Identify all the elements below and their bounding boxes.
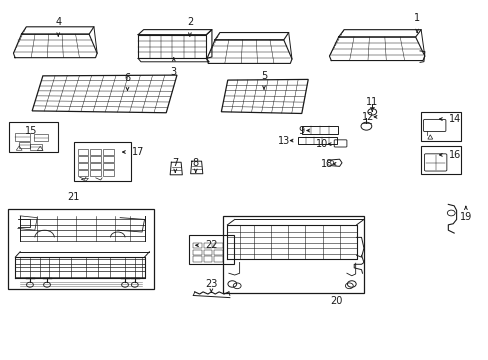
Bar: [420, 146, 460, 174]
Text: 22: 22: [204, 240, 217, 250]
Text: 18: 18: [321, 159, 333, 169]
Bar: [9, 122, 58, 152]
Bar: [30, 144, 42, 149]
Bar: [78, 149, 88, 155]
Bar: [90, 149, 101, 155]
Bar: [103, 163, 114, 169]
Text: 6: 6: [124, 73, 130, 83]
Bar: [90, 163, 101, 169]
Text: 13: 13: [278, 136, 290, 145]
Text: 14: 14: [448, 114, 460, 124]
Bar: [19, 142, 30, 148]
Text: 7: 7: [172, 158, 178, 168]
Bar: [103, 156, 114, 162]
Text: 21: 21: [67, 192, 80, 202]
Text: 15: 15: [25, 126, 37, 135]
Bar: [192, 249, 201, 255]
Bar: [301, 126, 338, 134]
Bar: [90, 170, 101, 176]
Bar: [103, 170, 114, 176]
Bar: [90, 156, 101, 162]
Bar: [203, 243, 212, 248]
Bar: [34, 134, 47, 141]
Bar: [203, 256, 212, 262]
Text: 1: 1: [413, 13, 419, 23]
Bar: [8, 209, 154, 289]
Text: 20: 20: [329, 296, 342, 306]
Bar: [214, 249, 223, 255]
Bar: [78, 156, 88, 162]
Text: 11: 11: [366, 97, 378, 107]
Text: 3: 3: [170, 67, 177, 77]
Bar: [222, 216, 363, 293]
Bar: [78, 170, 88, 176]
Text: 17: 17: [132, 147, 144, 157]
Bar: [214, 256, 223, 262]
Bar: [214, 243, 223, 248]
Text: 23: 23: [205, 279, 217, 289]
Text: 16: 16: [448, 150, 460, 160]
Text: 12: 12: [362, 112, 374, 122]
Bar: [420, 112, 460, 141]
Text: 19: 19: [459, 212, 471, 221]
Bar: [188, 235, 233, 264]
Text: 4: 4: [55, 17, 61, 27]
Bar: [78, 163, 88, 169]
Text: 8: 8: [192, 158, 199, 168]
Bar: [192, 256, 201, 262]
Bar: [103, 149, 114, 155]
Bar: [203, 249, 212, 255]
Bar: [298, 136, 336, 144]
Text: 5: 5: [260, 71, 266, 81]
Text: 9: 9: [297, 126, 304, 135]
Text: 2: 2: [186, 17, 193, 27]
Bar: [74, 142, 131, 181]
Bar: [192, 243, 201, 248]
Bar: [15, 134, 30, 140]
Text: 10: 10: [316, 139, 328, 149]
